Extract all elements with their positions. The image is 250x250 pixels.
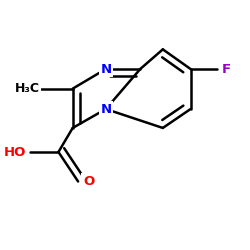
Text: O: O (83, 175, 94, 188)
Text: H₃C: H₃C (14, 82, 40, 95)
Text: HO: HO (4, 146, 26, 158)
Text: N: N (100, 102, 112, 116)
Text: N: N (100, 62, 112, 76)
Text: F: F (222, 62, 231, 76)
